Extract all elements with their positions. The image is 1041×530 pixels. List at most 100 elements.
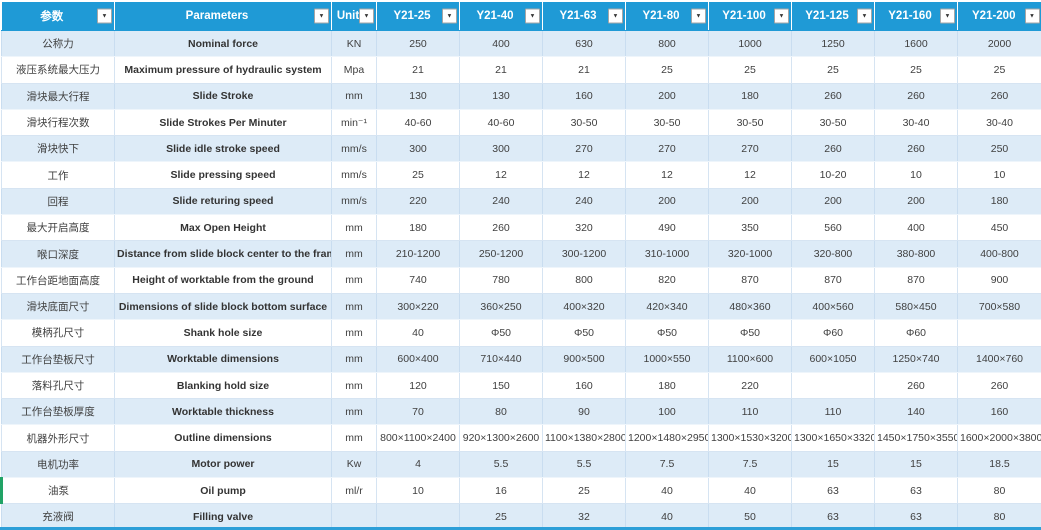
value-cell: 21 (542, 56, 626, 84)
param-cn-cell: 公称力 (1, 29, 115, 58)
value-cell: 70 (376, 398, 460, 426)
value-cell: 260 (957, 82, 1041, 110)
value-cell: 40-60 (459, 108, 543, 137)
value-cell: 1200×1480×2950 (625, 424, 709, 452)
value-cell: 400×320 (542, 292, 626, 321)
unit-cell: mm/s (331, 187, 377, 216)
table-body: 公称力 Nominal force KN 250 400 630 800 1000 1250 16… (0, 29, 1041, 530)
value-cell: 30-50 (542, 108, 626, 137)
value-cell: 1000 (708, 29, 792, 58)
col-header-cn: 参数 ▼ (1, 2, 115, 31)
value-cell: 1400×760 (957, 345, 1041, 373)
value-cell: 25 (376, 161, 460, 189)
table-row: 工作台距地面高度 Height of worktable from the gro… (1, 266, 1041, 294)
col-header-label: Y21-200 (972, 10, 1016, 22)
value-cell: 25 (542, 477, 626, 505)
value-cell: 260 (874, 135, 958, 163)
value-cell: 260 (791, 82, 875, 110)
value-cell: 400 (874, 214, 958, 242)
value-cell: 25 (708, 56, 792, 84)
value-cell: 30-50 (791, 108, 875, 137)
value-cell: 25 (625, 56, 709, 84)
value-cell (791, 371, 875, 400)
param-en-cell: Slide Stroke (114, 82, 332, 110)
value-cell: 130 (459, 82, 543, 110)
param-cn-cell: 工作台垫板厚度 (1, 398, 115, 426)
unit-cell: ml/r (331, 477, 377, 505)
table-row: 工作台垫板厚度 Worktable thickness mm 70 80 90 100 110… (1, 398, 1041, 426)
filter-dropdown-button[interactable]: ▼ (774, 8, 789, 24)
value-cell: Φ60 (874, 319, 958, 347)
filter-dropdown-button[interactable]: ▼ (314, 8, 329, 24)
value-cell: 320-800 (791, 240, 875, 268)
filter-dropdown-button[interactable]: ▼ (442, 8, 457, 24)
value-cell: 5.5 (542, 450, 626, 479)
filter-dropdown-button[interactable]: ▼ (97, 8, 112, 24)
value-cell: 100 (625, 398, 709, 426)
col-header-label: Y21-100 (722, 10, 766, 22)
table-row: 喉口深度 Distance from slide block center to … (1, 240, 1041, 268)
param-en-cell: Slide Strokes Per Minuter (114, 108, 332, 137)
unit-cell: mm (331, 292, 377, 321)
unit-cell: mm (331, 398, 377, 426)
value-cell: 1000×550 (625, 345, 709, 373)
value-cell: 80 (957, 503, 1041, 530)
param-cn-cell: 模柄孔尺寸 (1, 319, 115, 347)
value-cell: 200 (708, 187, 792, 216)
value-cell: 110 (791, 398, 875, 426)
value-cell: 12 (542, 161, 626, 189)
filter-dropdown-button[interactable]: ▼ (691, 8, 706, 24)
value-cell: 180 (625, 371, 709, 400)
param-cn-cell: 油泵 (0, 477, 115, 505)
value-cell: 250 (957, 135, 1041, 163)
col-header-label: Y21-63 (559, 10, 597, 22)
bottom-border (0, 527, 1041, 530)
col-header-y21-63: Y21-63 ▼ (542, 2, 626, 31)
value-cell: 12 (459, 161, 543, 189)
value-cell: 1100×600 (708, 345, 792, 373)
filter-dropdown-button[interactable]: ▼ (608, 8, 623, 24)
table-row: 回程 Slide returing speed mm/s 220 240 240 200 20… (1, 187, 1041, 216)
value-cell: 21 (459, 56, 543, 84)
value-cell: 450 (957, 214, 1041, 242)
col-header-y21-125: Y21-125 ▼ (791, 2, 875, 31)
table-row: 落料孔尺寸 Blanking hold size mm 120 150 160 180 220… (1, 371, 1041, 400)
param-cn-cell: 喉口深度 (1, 240, 115, 268)
value-cell: 25 (459, 503, 543, 530)
filter-dropdown-button[interactable]: ▼ (359, 8, 374, 24)
param-en-cell: Worktable thickness (114, 398, 332, 426)
value-cell: 260 (791, 135, 875, 163)
param-en-cell: Blanking hold size (114, 371, 332, 400)
param-cn-cell: 液压系统最大压力 (1, 56, 115, 84)
value-cell: 600×1050 (791, 345, 875, 373)
col-header-label: Y21-25 (393, 10, 431, 22)
value-cell: 400-800 (957, 240, 1041, 268)
filter-dropdown-button[interactable]: ▼ (857, 8, 872, 24)
filter-dropdown-button[interactable]: ▼ (1024, 8, 1040, 24)
value-cell: 260 (874, 82, 958, 110)
filter-dropdown-button[interactable]: ▼ (525, 8, 540, 24)
param-cn-cell: 滑块快下 (1, 135, 115, 163)
value-cell: Φ50 (542, 319, 626, 347)
value-cell: 310-1000 (625, 240, 709, 268)
value-cell: 870 (874, 266, 958, 294)
value-cell: 200 (625, 187, 709, 216)
value-cell: 780 (459, 266, 543, 294)
table-row: 工作 Slide pressing speed mm/s 25 12 12 12 12 10-2… (1, 161, 1041, 189)
value-cell: 320-1000 (708, 240, 792, 268)
param-en-cell: Dimensions of slide block bottom surface (114, 292, 332, 321)
value-cell: 180 (708, 82, 792, 110)
col-header-y21-80: Y21-80 ▼ (625, 2, 709, 31)
value-cell: 40 (708, 477, 792, 505)
col-header-label: 参数 (40, 11, 64, 23)
value-cell: 870 (708, 266, 792, 294)
unit-cell: mm (331, 82, 377, 110)
unit-cell: min⁻¹ (331, 108, 377, 137)
value-cell: 400 (459, 29, 543, 58)
col-header-label: Y21-160 (888, 10, 932, 22)
value-cell: 130 (376, 82, 460, 110)
param-cn-cell: 工作 (1, 161, 115, 189)
value-cell: 30-40 (957, 108, 1041, 137)
table-row: 滑块快下 Slide idle stroke speed mm/s 300 300 270… (1, 135, 1041, 163)
filter-dropdown-button[interactable]: ▼ (940, 8, 955, 24)
